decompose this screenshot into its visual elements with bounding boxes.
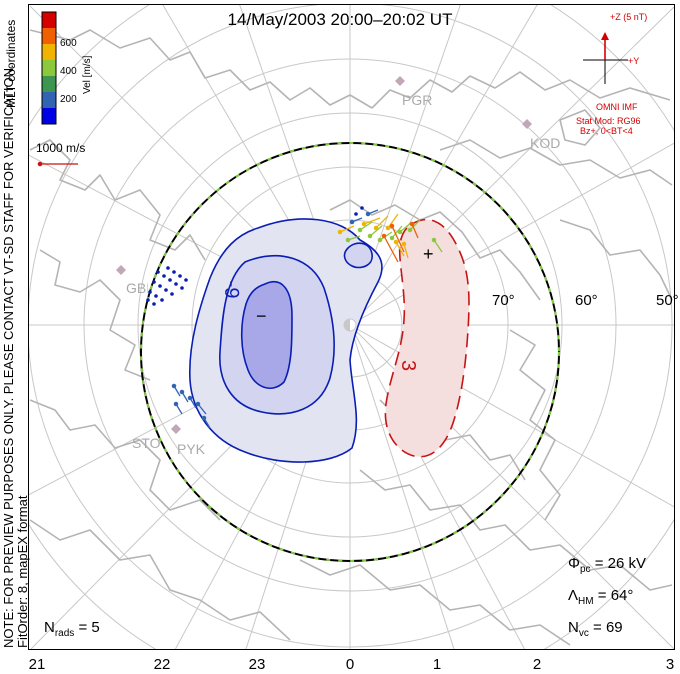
hm-boundary-latitude: ΛHM = 64°	[568, 587, 633, 607]
phi-value: = 26 kV	[590, 555, 646, 572]
station-label-sto: STO	[132, 435, 161, 451]
latitude-label-70: 70°	[492, 292, 515, 309]
legend-swatch	[42, 92, 56, 109]
station-label-pgr: PGR	[402, 92, 433, 108]
nrads-subscript: rads	[54, 628, 75, 639]
legend-swatch	[42, 108, 56, 125]
station-markers	[116, 76, 532, 434]
nvc-symbol: N	[568, 619, 579, 636]
preview-note-line: NOTE: FOR PREVIEW PURPOSES ONLY. PLEASE …	[1, 64, 16, 648]
imf-z-label: +Z (5 nT)	[610, 12, 648, 22]
imf-source: OMNI IMF	[596, 102, 638, 112]
station-label-pyk: PYK	[177, 441, 206, 457]
lambda-symbol: Λ	[568, 587, 579, 604]
legend-tick-400: 400	[60, 66, 77, 77]
fit-order-line: FitOrder: 8, mapEX format	[15, 495, 30, 648]
phi-subscript: pc	[579, 564, 591, 575]
phi-symbol: Φ	[568, 555, 580, 572]
scale-arrow	[37, 161, 78, 167]
plot-title: 14/May/2003 20:00–20:02 UT	[227, 10, 453, 29]
potential-minimum-marker: −	[256, 306, 267, 326]
mlt-tick-1: 1	[432, 656, 442, 673]
coordinate-system-label: MLT coordinates	[4, 19, 18, 108]
imf-condition: Bz+, 0<BT<4	[580, 126, 633, 136]
legend-swatch	[42, 44, 56, 61]
cross-polar-potential: Φpc = 26 kV	[568, 555, 646, 575]
imf-clock	[583, 32, 628, 84]
legend-swatch	[42, 12, 56, 29]
latitude-label-50: 50°	[656, 292, 679, 309]
potential-maximum-marker: +	[423, 244, 434, 264]
nrads-symbol: N	[44, 619, 55, 636]
station-label-gbr: GBR	[126, 280, 157, 296]
nrads-value: = 5	[74, 619, 100, 636]
heppner-maynard-boundary	[140, 142, 560, 562]
legend-swatch	[42, 28, 56, 45]
nvc-subscript: vc	[578, 628, 589, 639]
imf-model: Stat Mod: RG96	[576, 116, 641, 126]
legend-unit-label: Vel [m/s]	[82, 55, 93, 94]
legend-swatch	[42, 60, 56, 77]
mlt-tick-2: 2	[532, 656, 542, 673]
plot-frame	[28, 4, 675, 650]
imf-y-label: +Y	[628, 56, 640, 66]
station-label-kod: KOD	[530, 135, 561, 151]
preview-note: NOTE: FOR PREVIEW PURPOSES ONLY. PLEASE …	[1, 64, 30, 648]
mlt-tick-21: 21	[28, 656, 46, 673]
legend-border	[41, 11, 57, 125]
scale-label: 1000 m/s	[36, 141, 86, 155]
pole-marker	[343, 318, 357, 332]
legend-swatch	[42, 76, 56, 93]
legend-tick-600: 600	[60, 38, 77, 49]
legend-tick-200: 200	[60, 94, 77, 105]
mlt-tick-3: 3	[665, 656, 675, 673]
positive-convection-cell	[384, 218, 470, 458]
velocity-vectors	[146, 206, 443, 429]
radar-count: Nrads = 5	[44, 619, 100, 639]
negative-convection-cell	[188, 218, 383, 463]
mlt-tick-23: 23	[248, 656, 266, 673]
mlt-tick-0: 0	[345, 656, 355, 673]
velocity-legend-swatches	[41, 11, 57, 125]
latitude-label-60: 60°	[575, 292, 598, 309]
lambda-value: = 64°	[593, 587, 634, 604]
mlt-tick-22: 22	[153, 656, 171, 673]
negative-contour-label: -9	[220, 280, 243, 299]
nvc-value: = 69	[588, 619, 623, 636]
positive-contour-label: 3	[397, 359, 420, 372]
vector-count: Nvc = 69	[568, 619, 623, 639]
lambda-subscript: HM	[578, 596, 594, 607]
